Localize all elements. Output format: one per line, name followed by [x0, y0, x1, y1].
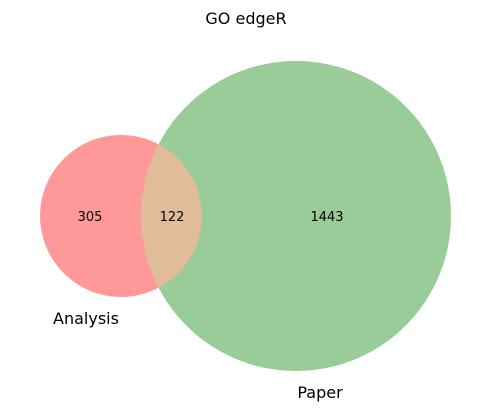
paper-set-circle — [141, 61, 451, 371]
paper-only-count: 1443 — [310, 210, 343, 225]
chart-title: GO edgeR — [205, 9, 286, 28]
paper-set-label: Paper — [297, 383, 343, 402]
analysis-only-count: 305 — [78, 210, 103, 225]
analysis-set-label: Analysis — [53, 309, 119, 328]
intersection-count: 122 — [160, 210, 185, 225]
